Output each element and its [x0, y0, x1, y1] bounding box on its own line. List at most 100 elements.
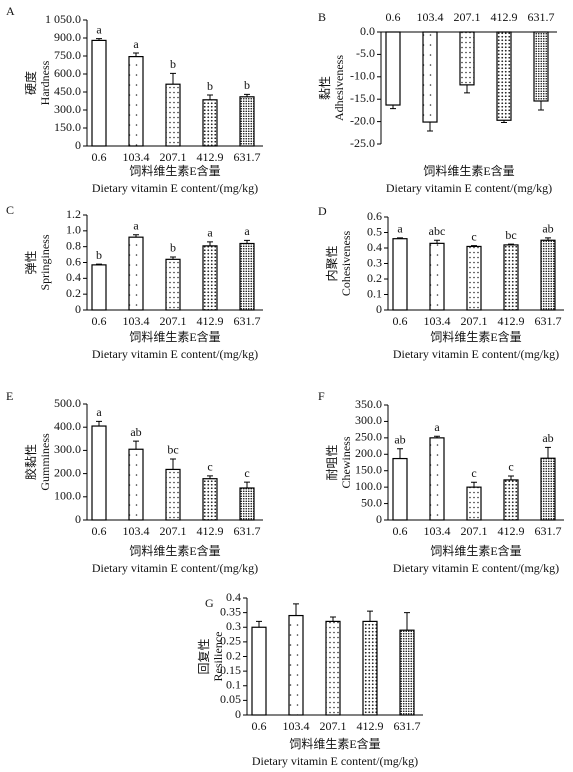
x-tick-label: 631.7	[234, 524, 261, 538]
y-tick-label: 0.6	[66, 254, 81, 268]
error-bar	[170, 458, 176, 470]
y-tick-label: 150.0	[54, 120, 81, 134]
y-tick-label: 0.4	[66, 270, 81, 284]
error-bar	[133, 52, 139, 57]
bar	[533, 31, 549, 102]
bar	[128, 236, 144, 311]
y-tick-label: 450.0	[54, 84, 81, 98]
y-tick-label: 1 050.0	[45, 12, 81, 26]
significance-letter: ab	[542, 431, 553, 445]
x-tick-label: 631.7	[234, 150, 261, 164]
bar	[165, 468, 181, 521]
error-bar	[207, 475, 213, 479]
y-tick-label: 0.35	[220, 604, 241, 618]
bar	[165, 258, 181, 311]
x-tick-label: 412.9	[197, 314, 224, 328]
x-title: 饲料维生素E含量	[289, 736, 380, 751]
x-tick-label: 103.4	[417, 10, 444, 24]
error-bar	[501, 120, 507, 123]
error-bar	[434, 435, 440, 438]
bar	[392, 238, 408, 311]
x-tick-label: 631.7	[394, 719, 421, 733]
y-tick-label: 0.2	[367, 271, 382, 285]
x-tick-label: 631.7	[234, 314, 261, 328]
x-tick-label: 103.4	[123, 524, 150, 538]
x-tick-label: 207.1	[454, 10, 481, 24]
x-title-en: Dietary vitamin E content/(mg/kg)	[252, 754, 418, 768]
bar	[128, 448, 144, 521]
y-label-en: Springiness	[38, 234, 52, 290]
y-tick-label: -10.0	[350, 69, 375, 83]
y-label-en: Resilience	[211, 632, 225, 682]
bar	[540, 239, 556, 311]
y-tick-label: 750.0	[54, 48, 81, 62]
error-bar	[427, 122, 433, 132]
panel-letter: B	[318, 10, 326, 24]
y-label: 黏性	[318, 76, 332, 100]
error-bar	[508, 475, 514, 480]
error-bar	[508, 243, 514, 245]
y-tick-label: 100.0	[355, 479, 382, 493]
x-tick-label: 0.6	[92, 314, 107, 328]
y-tick-label: 1.2	[66, 207, 81, 221]
x-title-en: Dietary vitamin E content/(mg/kg)	[386, 181, 552, 195]
x-tick-label: 412.9	[197, 524, 224, 538]
error-bar	[207, 241, 213, 246]
y-tick-label: 0.1	[367, 286, 382, 300]
error-bar	[293, 603, 299, 616]
bar	[91, 264, 107, 311]
y-tick-label: 300.0	[355, 413, 382, 427]
x-tick-label: 0.6	[252, 719, 267, 733]
significance-letter: a	[434, 420, 440, 434]
x-title-en: Dietary vitamin E content/(mg/kg)	[92, 181, 258, 195]
y-label: 硬度	[23, 71, 38, 95]
y-label-en: Chewiness	[339, 436, 353, 488]
error-bar	[244, 93, 250, 97]
y-tick-label: 150.0	[355, 462, 382, 476]
y-tick-label: 300.0	[54, 442, 81, 456]
bar	[288, 614, 304, 716]
y-tick-label: 0	[376, 302, 382, 316]
error-bar	[96, 263, 102, 265]
x-tick-label: 103.4	[283, 719, 310, 733]
significance-letter: c	[207, 460, 212, 474]
significance-letter: b	[96, 248, 102, 262]
bar	[239, 96, 255, 147]
error-bar	[545, 237, 551, 241]
y-label-en: Adhesiveness	[332, 55, 346, 121]
x-tick-label: 0.6	[92, 150, 107, 164]
x-tick-label: 412.9	[357, 719, 384, 733]
significance-letter: a	[397, 222, 403, 236]
x-tick-label: 631.7	[535, 524, 562, 538]
x-tick-label: 103.4	[123, 150, 150, 164]
x-title-en: Dietary vitamin E content/(mg/kg)	[92, 561, 258, 575]
y-tick-label: 0.4	[367, 240, 382, 254]
y-tick-label: 300.0	[54, 102, 81, 116]
y-label: 弹性	[24, 250, 38, 274]
bar	[202, 245, 218, 311]
error-bar	[434, 239, 440, 244]
significance-letter: b	[170, 241, 176, 255]
y-tick-label: 200.0	[54, 465, 81, 479]
significance-letter: bc	[505, 228, 516, 242]
bar	[466, 486, 482, 521]
y-tick-label: 400.0	[54, 419, 81, 433]
x-title: 饲料维生素E含量	[430, 329, 521, 344]
y-tick-label: 900.0	[54, 30, 81, 44]
x-tick-label: 103.4	[424, 524, 451, 538]
bar	[239, 242, 255, 311]
bar	[362, 620, 378, 716]
y-tick-label: -5.0	[356, 46, 375, 60]
bar	[91, 39, 107, 147]
x-tick-label: 631.7	[535, 314, 562, 328]
significance-letter: c	[471, 229, 476, 243]
x-tick-label: 207.1	[160, 314, 187, 328]
bar	[202, 99, 218, 147]
x-tick-label: 103.4	[123, 314, 150, 328]
error-bar	[390, 105, 396, 110]
significance-letter: b	[244, 78, 250, 92]
error-bar	[397, 448, 403, 459]
significance-letter: ab	[394, 432, 405, 446]
significance-letter: a	[96, 405, 102, 419]
